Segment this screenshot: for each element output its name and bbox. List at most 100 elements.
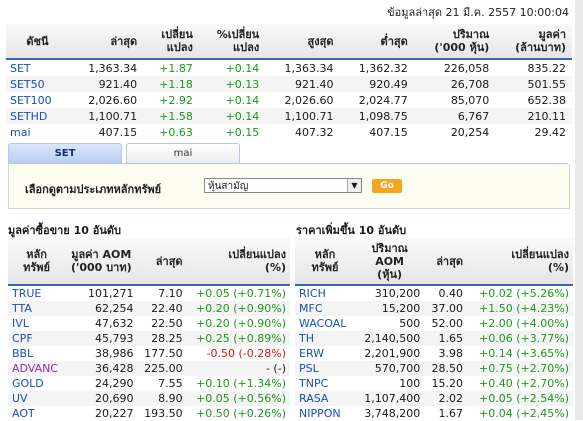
table-row: AOT 20,227 193.50 +0.50 (+0.26%) <box>8 406 290 421</box>
stock-aom-volume: 2,140,500 <box>354 331 425 346</box>
stock-symbol-link[interactable]: RASA <box>295 391 355 406</box>
index-name-link[interactable]: mai <box>6 124 69 140</box>
table-row: WACOAL 500 52.00 +2.00 (+4.00%) <box>295 316 573 331</box>
stock-aom-volume: 500 <box>354 316 425 331</box>
index-row: mai 407.15 +0.63 +0.15 407.32 407.15 20,254 29.… <box>6 124 572 140</box>
index-name-link[interactable]: SET100 <box>6 92 69 108</box>
stock-symbol-link[interactable]: TNPC <box>295 376 355 391</box>
volume-header-change: เปลี่ยนแปลง (%) <box>186 238 290 286</box>
stock-change: - (-) <box>186 361 290 376</box>
stock-symbol-link[interactable]: NIPPON <box>295 406 355 421</box>
stock-last-price: 8.90 <box>137 391 187 406</box>
header-index-name: ดัชนี <box>6 24 69 60</box>
stock-symbol-link[interactable]: CPF <box>8 331 66 346</box>
table-row: BBL 38,986 177.50 -0.50 (-0.28%) <box>8 346 290 361</box>
index-percent-change: +0.15 <box>198 124 266 140</box>
index-name-link[interactable]: SET50 <box>6 76 69 92</box>
index-last: 2,026.60 <box>68 92 144 108</box>
volume-header-aom: มูลค่า AOM ('000 บาท) <box>65 238 138 286</box>
stock-symbol-link[interactable]: WACOAL <box>295 316 355 331</box>
stock-last-price: 37.00 <box>424 301 467 316</box>
index-low: 407.15 <box>339 124 414 140</box>
table-row: ADVANC 36,428 225.00- (-) <box>8 361 290 376</box>
stock-symbol-link[interactable]: TH <box>295 331 355 346</box>
stock-aom-value: 45,793 <box>65 331 138 346</box>
security-type-selected-value: หุ้นสามัญ <box>208 181 249 192</box>
stock-last-price: 2.02 <box>424 391 467 406</box>
index-volume: 20,254 <box>413 124 496 140</box>
stock-symbol-link[interactable]: IVL <box>8 316 66 331</box>
index-percent-change: +0.14 <box>198 92 266 108</box>
stock-symbol-link[interactable]: MFC <box>295 301 355 316</box>
volume-table-header: หลัก ทรัพย์ มูลค่า AOM ('000 บาท) ล่าสุด เ… <box>8 238 290 286</box>
index-name-link[interactable]: SET <box>6 59 69 76</box>
stock-symbol-link[interactable]: TRUE <box>8 285 66 301</box>
stock-aom-value: 47,632 <box>65 316 138 331</box>
last-updated-timestamp: ข้อมูลล่าสุด 21 มี.ค. 2557 10:00:04 <box>387 6 569 19</box>
stock-last-price: 22.40 <box>137 301 187 316</box>
stock-symbol-link[interactable]: UV <box>8 391 66 406</box>
stock-last-price: 22.50 <box>137 316 187 331</box>
stock-aom-volume: 2,201,900 <box>354 346 425 361</box>
header-percent-change: %เปลี่ยน แปลง <box>198 24 266 60</box>
index-percent-change: +0.14 <box>198 108 266 124</box>
security-type-dropdown[interactable]: หุ้นสามัญ ▼ <box>204 178 362 193</box>
header-high: สูงสุด <box>265 24 340 60</box>
stock-last-price: 177.50 <box>137 346 187 361</box>
stock-last-price: 15.20 <box>424 376 467 391</box>
table-row: PSL 570,700 28.50 +0.75 (+2.70%) <box>295 361 573 376</box>
index-change: +1.87 <box>143 59 199 76</box>
table-row: MFC 15,200 37.00 +1.50 (+4.23%) <box>295 301 573 316</box>
table-row: NIPPON 3,748,200 1.67 +0.04 (+2.45%) <box>295 406 573 421</box>
stock-symbol-link[interactable]: TTA <box>8 301 66 316</box>
index-volume: 26,708 <box>413 76 496 92</box>
page-scrollbar[interactable] <box>575 0 583 420</box>
index-high: 921.40 <box>265 76 340 92</box>
stock-symbol-link[interactable]: GOLD <box>8 376 66 391</box>
stock-aom-volume: 15,200 <box>354 301 425 316</box>
stock-symbol-link[interactable]: RICH <box>295 285 355 301</box>
stock-aom-volume: 3,748,200 <box>354 406 425 421</box>
header-last: ล่าสุด <box>68 24 144 60</box>
tab-mai[interactable]: mai <box>126 143 240 163</box>
stock-symbol-link[interactable]: PSL <box>295 361 355 376</box>
stock-symbol-link[interactable]: BBL <box>8 346 66 361</box>
index-name-link[interactable]: SETHD <box>6 108 69 124</box>
header-value: มูลค่า (ล้านบาท) <box>495 24 572 60</box>
stock-last-price: 225.00 <box>137 361 187 376</box>
stock-last-price: 52.00 <box>424 316 467 331</box>
tab-set[interactable]: SET <box>8 143 122 163</box>
index-row: SETHD 1,100.71 +1.58 +0.14 1,100.71 1,098.75 6… <box>6 108 572 124</box>
volume-header-symbol: หลัก ทรัพย์ <box>8 238 66 286</box>
index-low: 1,098.75 <box>339 108 414 124</box>
stock-last-price: 28.25 <box>137 331 187 346</box>
stock-symbol-link[interactable]: AOT <box>8 406 66 421</box>
index-high: 1,100.71 <box>265 108 340 124</box>
table-row: TTA 62,254 22.40 +0.20 (+0.90%) <box>8 301 290 316</box>
stock-symbol-link[interactable]: ERW <box>295 346 355 361</box>
table-row: UV 20,690 8.90 +0.05 (+0.56%) <box>8 391 290 406</box>
table-row: TNPC 100 15.20 +0.40 (+2.70%) <box>295 376 573 391</box>
stock-aom-value: 62,254 <box>65 301 138 316</box>
table-row: CPF 45,793 28.25 +0.25 (+0.89%) <box>8 331 290 346</box>
gainers-table-header: หลัก ทรัพย์ ปริมาณ AOM (หุ้น) ล่าสุด เปลี่ย… <box>295 238 573 286</box>
go-button[interactable]: Go <box>372 179 402 193</box>
index-row: SET100 2,026.60 +2.92 +0.14 2,026.60 2,024.77… <box>6 92 572 108</box>
table-row: RICH 310,200 0.40 +0.02 (+5.26%) <box>295 285 573 301</box>
stock-symbol-link[interactable]: ADVANC <box>8 361 66 376</box>
top-gainers-title: ราคาเพิ่มขึ้น 10 อันดับ <box>296 224 407 237</box>
index-low: 1,362.32 <box>339 59 414 76</box>
gainers-header-symbol: หลัก ทรัพย์ <box>295 238 355 286</box>
index-volume: 85,070 <box>413 92 496 108</box>
stock-aom-volume: 310,200 <box>354 285 425 301</box>
gainers-header-change: เปลี่ยนแปลง (%) <box>466 238 573 286</box>
dropdown-arrow-icon[interactable]: ▼ <box>347 179 361 192</box>
stock-change: +0.05 (+0.71%) <box>186 285 290 301</box>
volume-header-last: ล่าสุด <box>137 238 187 286</box>
index-value: 652.38 <box>495 92 572 108</box>
header-low: ต่ำสุด <box>339 24 414 60</box>
index-percent-change: +0.13 <box>198 76 266 92</box>
stock-last-price: 7.55 <box>137 376 187 391</box>
table-row: TRUE 101,271 7.10 +0.05 (+0.71%) <box>8 285 290 301</box>
index-volume: 226,058 <box>413 59 496 76</box>
